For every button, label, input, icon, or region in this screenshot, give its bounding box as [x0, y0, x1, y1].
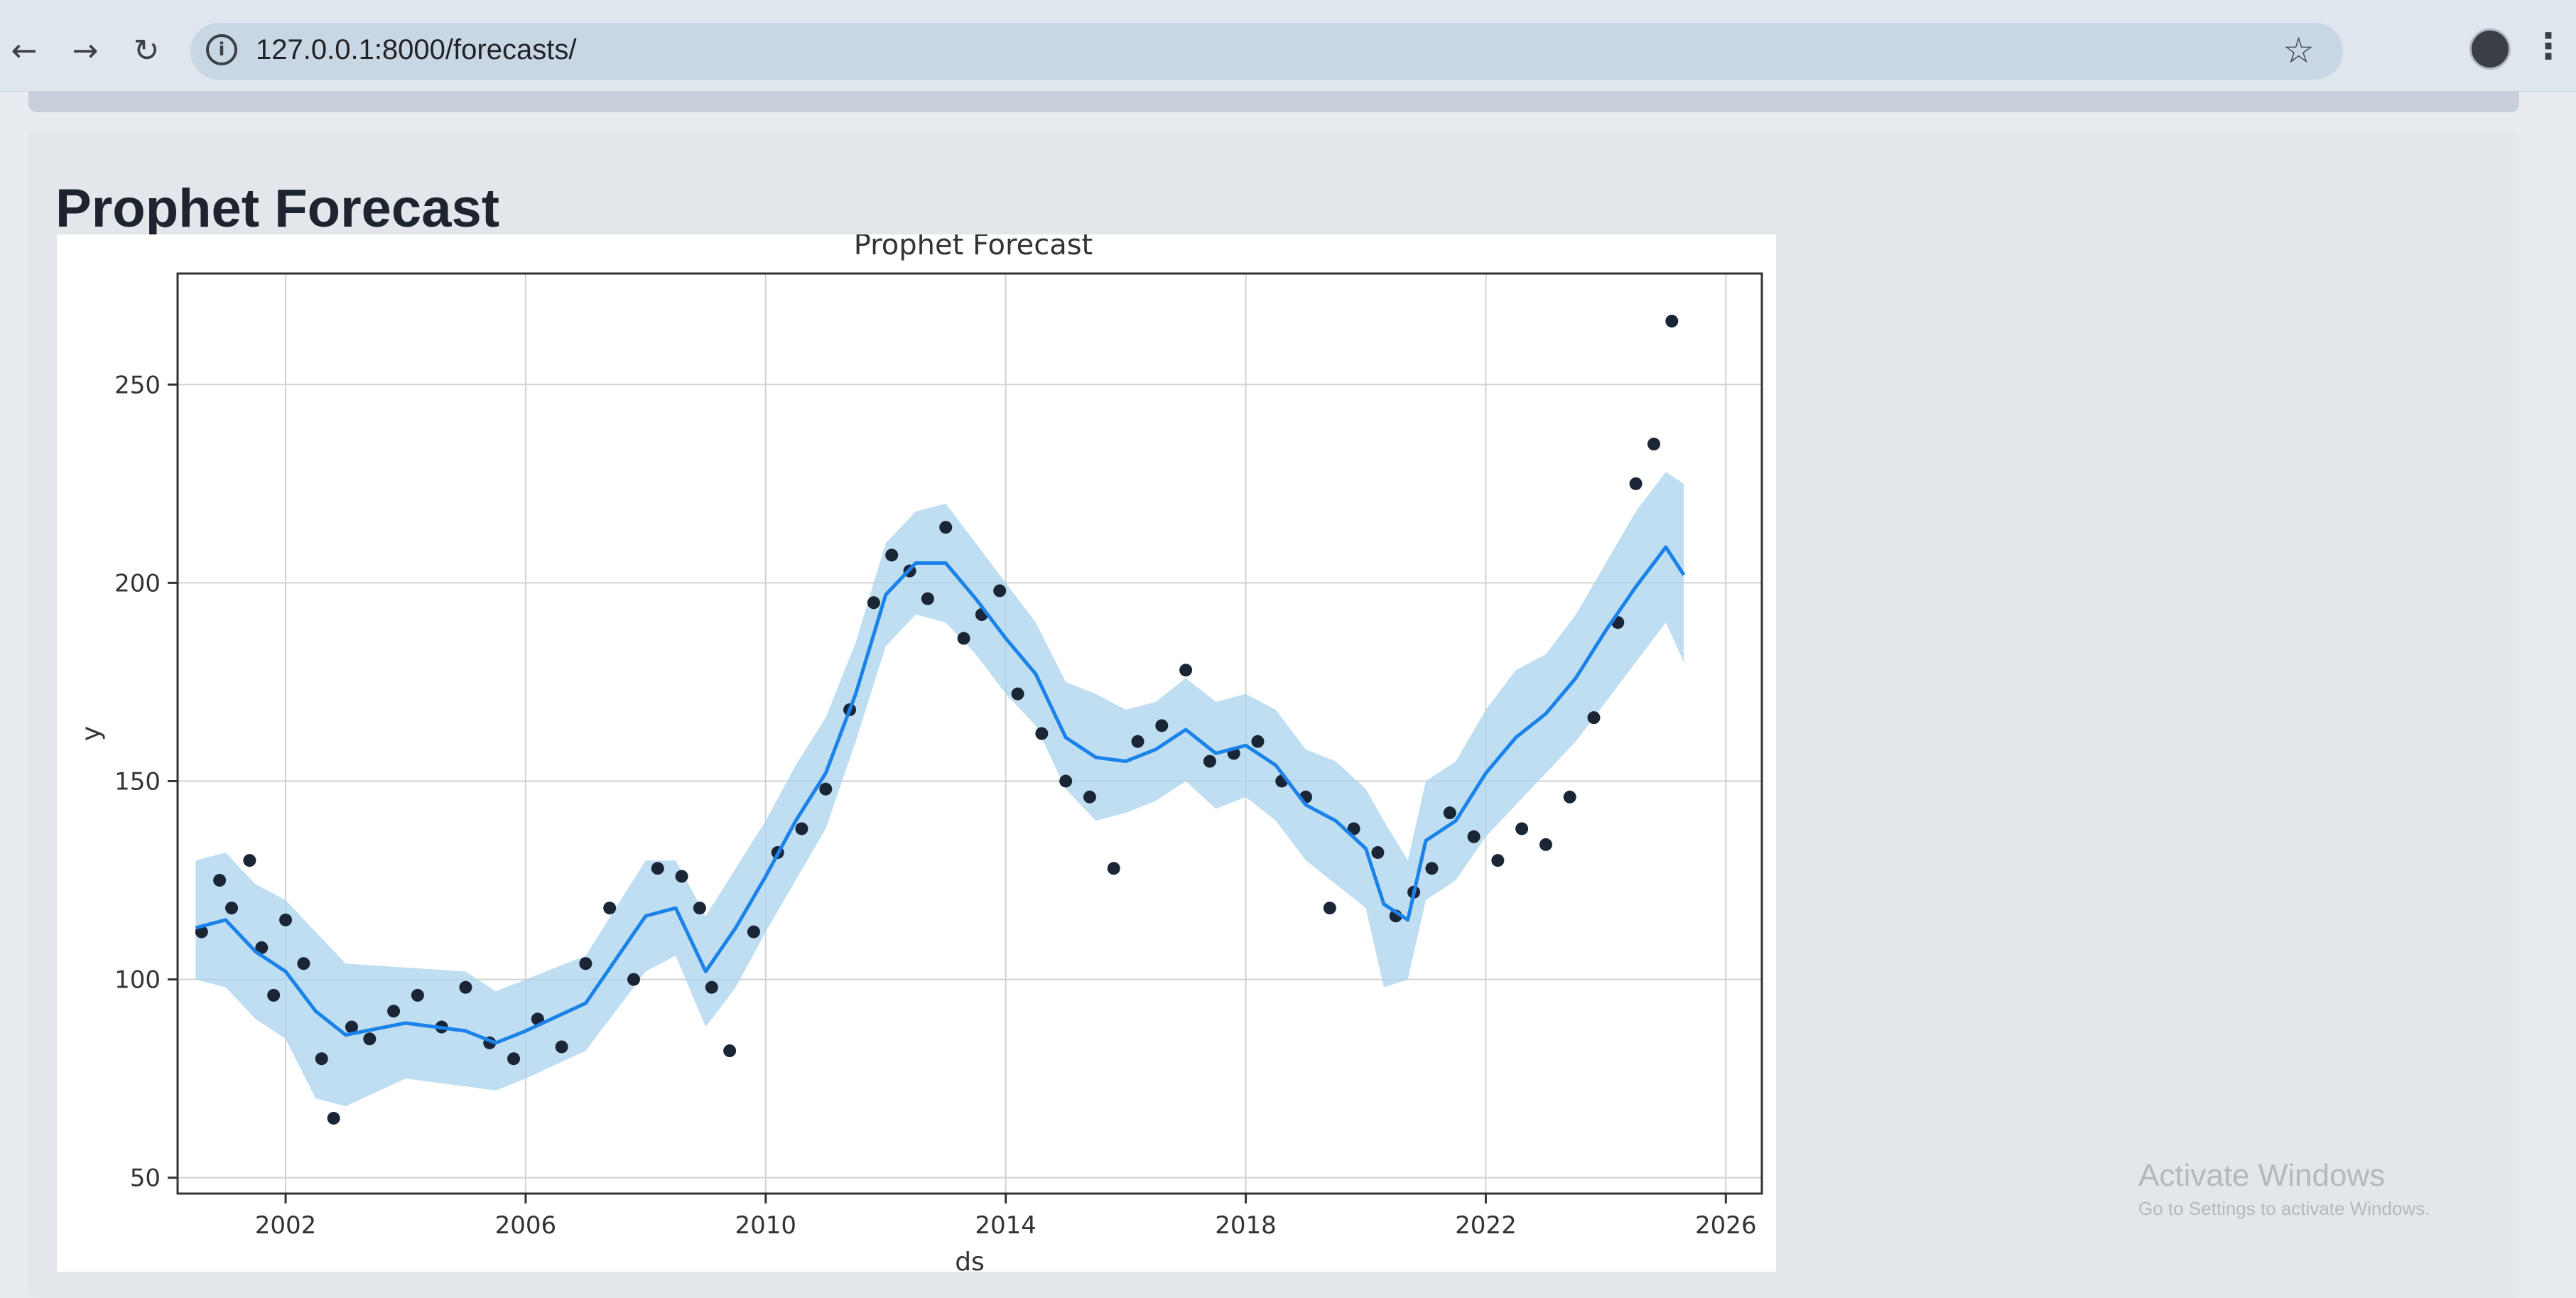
x-tick-label: 2006	[495, 1211, 557, 1240]
chart-title: Prophet Forecast	[854, 234, 1093, 261]
watermark-subtitle: Go to Settings to activate Windows.	[2138, 1198, 2430, 1219]
actual-data-point	[1179, 664, 1193, 677]
x-tick-label: 2022	[1455, 1211, 1517, 1240]
actual-data-point	[957, 632, 970, 645]
plot-frame	[176, 272, 1763, 1195]
actual-data-point	[345, 1020, 358, 1034]
actual-data-point	[1083, 790, 1096, 804]
actual-data-point	[213, 874, 227, 887]
actual-data-point	[1371, 845, 1385, 859]
profile-avatar[interactable]	[2469, 28, 2511, 70]
actual-data-point	[1035, 727, 1049, 740]
back-arrow-icon[interactable]: ←	[11, 33, 38, 69]
uncertainty-band	[195, 472, 1684, 1107]
y-tick-label: 150	[114, 767, 161, 796]
y-axis-label: y	[77, 726, 106, 741]
actual-data-point	[579, 957, 592, 970]
actual-data-point	[1107, 862, 1120, 875]
actual-data-point	[1443, 806, 1456, 820]
x-tick-label: 2002	[255, 1211, 317, 1240]
uncertainty-band-layer	[195, 472, 1684, 1107]
actual-data-point	[747, 925, 760, 939]
forecast-chart: Prophet Forecast 2002 2006 2010 2014 2018 202…	[57, 234, 1776, 1272]
actual-data-point	[819, 782, 833, 796]
actual-data-point	[1629, 477, 1643, 490]
actual-data-point	[363, 1032, 377, 1046]
actual-data-point	[1665, 314, 1679, 328]
actual-data-point	[279, 913, 293, 926]
forward-arrow-icon[interactable]: →	[72, 33, 99, 69]
actual-data-point	[693, 902, 706, 915]
actual-data-point	[1059, 774, 1073, 788]
address-bar[interactable]: i 127.0.0.1:8000/forecasts/ ☆	[190, 23, 2343, 80]
actual-data-point	[1203, 755, 1216, 768]
page-title: Prophet Forecast	[55, 178, 500, 239]
actual-data-point	[243, 854, 256, 867]
actual-data-point	[1425, 862, 1439, 875]
actual-data-point	[651, 862, 664, 875]
actual-data-point	[1647, 438, 1660, 451]
x-tick-label: 2026	[1695, 1211, 1757, 1240]
actual-data-point	[1011, 687, 1024, 701]
actual-data-point	[675, 870, 688, 883]
actual-data-point	[1563, 790, 1576, 804]
actual-data-point	[387, 1005, 401, 1018]
browser-menu-icon[interactable]: ⋮	[2531, 26, 2566, 67]
site-info-icon[interactable]: i	[206, 34, 237, 65]
actual-data-point	[297, 957, 310, 970]
forecast-line	[195, 545, 1686, 1045]
actual-data-point	[1347, 822, 1360, 835]
actual-data-point	[795, 822, 808, 835]
actual-data-point	[867, 596, 880, 610]
reload-icon[interactable]: ↻	[133, 33, 160, 69]
actual-data-point	[255, 941, 269, 954]
actual-data-point	[225, 902, 239, 915]
actual-data-point	[1131, 735, 1144, 748]
actual-data-point	[627, 973, 640, 986]
windows-activation-watermark: Activate Windows Go to Settings to activ…	[2138, 1158, 2430, 1220]
actual-data-point	[1539, 838, 1552, 851]
x-tick-label: 2014	[975, 1211, 1037, 1240]
axis-ticks: 2002 2006 2010 2014 2018 2022 2026 50 100 150 200 2…	[114, 371, 1756, 1240]
actual-data-point	[1515, 822, 1529, 835]
actual-data-point	[885, 548, 899, 562]
x-tick-label: 2018	[1215, 1211, 1277, 1240]
actual-data-point	[1467, 830, 1481, 843]
browser-toolbar: ← → ↻ i 127.0.0.1:8000/forecasts/ ☆ ⋮	[0, 0, 2576, 91]
y-tick-label: 250	[114, 371, 161, 399]
bookmark-star-icon[interactable]: ☆	[2283, 30, 2315, 71]
forecast-line-layer	[195, 545, 1686, 1045]
actual-data-point	[315, 1052, 328, 1066]
navbar-strip	[28, 91, 2519, 112]
actual-data-point	[705, 980, 718, 994]
actual-data-point	[939, 521, 953, 534]
actual-data-point	[411, 988, 424, 1002]
actual-data-point	[1587, 711, 1601, 725]
y-tick-label: 200	[114, 569, 161, 597]
y-tick-label: 50	[130, 1164, 161, 1193]
actual-data-point	[1251, 735, 1265, 748]
actual-data-point	[459, 980, 472, 994]
actual-data-point	[723, 1044, 737, 1058]
actual-data-point	[603, 902, 617, 915]
actual-data-point	[507, 1052, 521, 1066]
actual-data-point	[1491, 854, 1505, 867]
actual-data-point	[267, 988, 281, 1002]
actual-data-point	[555, 1040, 568, 1054]
actual-data-point	[993, 584, 1007, 597]
actual-data-point	[1155, 719, 1169, 732]
actual-data-point	[327, 1111, 340, 1125]
url-text[interactable]: 127.0.0.1:8000/forecasts/	[256, 34, 577, 65]
actual-data-point	[1323, 902, 1336, 915]
x-axis-label: ds	[955, 1248, 985, 1272]
x-tick-label: 2010	[735, 1211, 797, 1240]
watermark-title: Activate Windows	[2138, 1158, 2386, 1193]
y-tick-label: 100	[114, 966, 161, 995]
actual-data-point	[921, 592, 934, 605]
actual-points-layer	[195, 314, 1679, 1125]
